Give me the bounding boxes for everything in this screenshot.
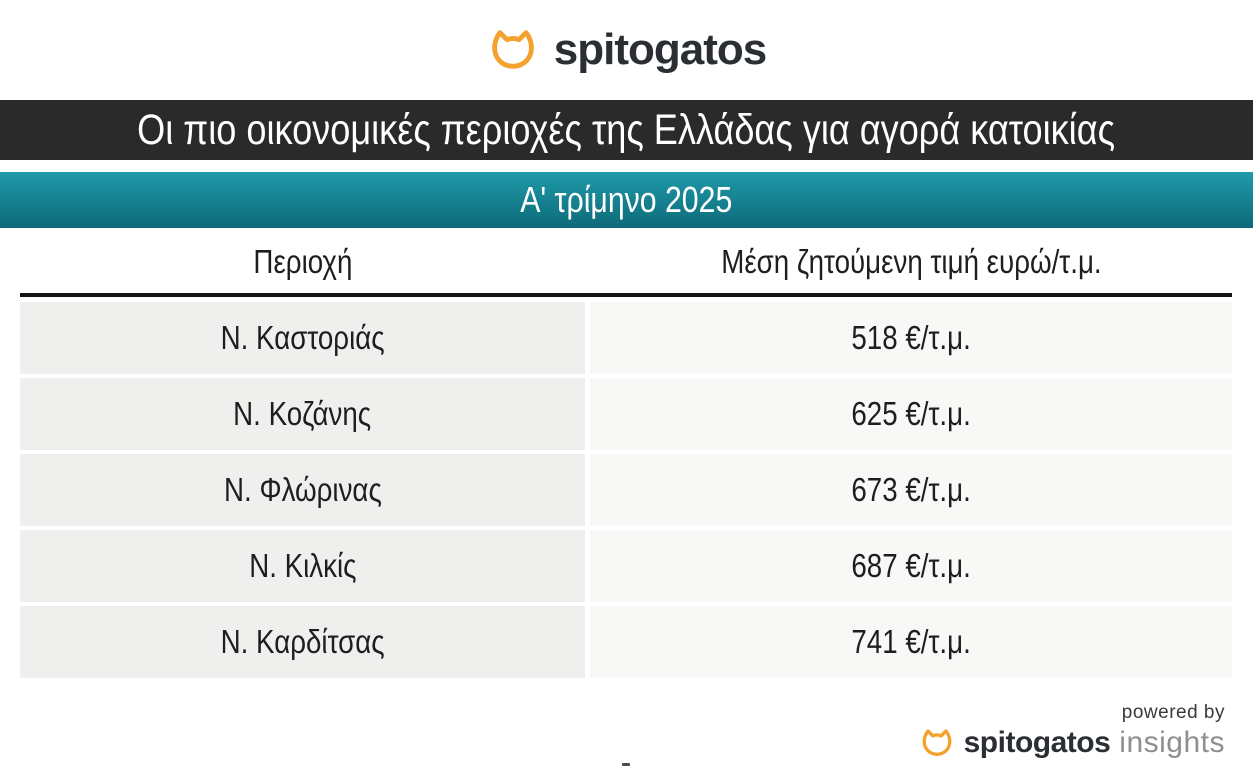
- powered-by-label: powered by: [1121, 702, 1225, 723]
- price-cell: 687 €/τ.μ.: [590, 530, 1232, 602]
- footer-logo: spitogatos insights: [919, 726, 1225, 760]
- area-cell: Ν. Κιλκίς: [20, 530, 585, 602]
- footer-brand-wordmark: spitogatos: [963, 726, 1111, 759]
- price-label: 518 €/τ.μ.: [851, 319, 971, 356]
- area-cell: Ν. Καρδίτσας: [20, 606, 585, 678]
- footer: powered by spitogatos insights: [919, 702, 1225, 760]
- price-label: 625 €/τ.μ.: [851, 395, 971, 432]
- spitogatos-cat-icon: [487, 28, 539, 72]
- page-title: Οι πιο οικονομικές περιοχές της Ελλάδας …: [137, 105, 1116, 154]
- table-row: Ν. Κιλκίς 687 €/τ.μ.: [20, 530, 1232, 602]
- period-label: Α' τρίμηνο 2025: [520, 179, 733, 220]
- header-divider: [20, 293, 1232, 297]
- area-cell: Ν. Φλώρινας: [20, 454, 585, 526]
- area-cell: Ν. Κοζάνης: [20, 378, 585, 450]
- price-cell: 518 €/τ.μ.: [590, 302, 1232, 374]
- spitogatos-cat-icon-small: [919, 728, 955, 758]
- area-label: Ν. Κιλκίς: [248, 547, 357, 584]
- table-body: Ν. Καστοριάς 518 €/τ.μ. Ν. Κοζάνης 625 €…: [20, 302, 1232, 678]
- price-label: 687 €/τ.μ.: [851, 547, 971, 584]
- area-label: Ν. Κοζάνης: [233, 395, 372, 432]
- column-header-area: Περιοχή: [20, 243, 585, 281]
- table-row: Ν. Καρδίτσας 741 €/τ.μ.: [20, 606, 1232, 678]
- area-label: Ν. Καρδίτσας: [220, 623, 385, 660]
- area-cell: Ν. Καστοριάς: [20, 302, 585, 374]
- footer-insights-label: insights: [1119, 726, 1225, 759]
- area-label: Ν. Φλώρινας: [223, 471, 382, 508]
- title-banner: Οι πιο οικονομικές περιοχές της Ελλάδας …: [0, 100, 1253, 160]
- price-cell: 673 €/τ.μ.: [590, 454, 1232, 526]
- area-label: Ν. Καστοριάς: [220, 319, 385, 356]
- subtitle-banner: Α' τρίμηνο 2025: [0, 172, 1253, 228]
- header-logo: spitogatos: [0, 0, 1253, 100]
- table-row: Ν. Καστοριάς 518 €/τ.μ.: [20, 302, 1232, 374]
- price-label: 741 €/τ.μ.: [851, 623, 971, 660]
- column-header-area-label: Περιοχή: [253, 243, 352, 280]
- price-label: 673 €/τ.μ.: [851, 471, 971, 508]
- price-table: Περιοχή Μέση ζητούμενη τιμή ευρώ/τ.μ. Ν.…: [20, 231, 1232, 678]
- column-header-price-label: Μέση ζητούμενη τιμή ευρώ/τ.μ.: [720, 243, 1102, 280]
- price-cell: 741 €/τ.μ.: [590, 606, 1232, 678]
- table-row: Ν. Κοζάνης 625 €/τ.μ.: [20, 378, 1232, 450]
- price-cell: 625 €/τ.μ.: [590, 378, 1232, 450]
- table-row: Ν. Φλώρινας 673 €/τ.μ.: [20, 454, 1232, 526]
- brand-wordmark: spitogatos: [553, 25, 767, 74]
- column-header-price: Μέση ζητούμενη τιμή ευρώ/τ.μ.: [590, 243, 1232, 281]
- table-header-row: Περιοχή Μέση ζητούμενη τιμή ευρώ/τ.μ.: [20, 231, 1232, 293]
- bottom-center-artifact: [622, 763, 630, 766]
